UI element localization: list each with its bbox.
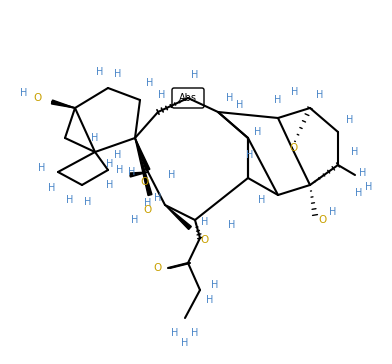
Text: H: H (84, 197, 92, 207)
Text: H: H (20, 88, 28, 98)
Text: H: H (191, 328, 199, 338)
Text: H: H (48, 183, 56, 193)
Text: H: H (128, 167, 136, 177)
Text: H: H (96, 67, 104, 77)
Text: H: H (254, 127, 262, 137)
FancyBboxPatch shape (172, 88, 204, 108)
Polygon shape (135, 138, 152, 195)
Text: H: H (355, 188, 363, 198)
Text: O: O (201, 235, 209, 245)
Text: H: H (258, 195, 266, 205)
Text: H: H (144, 198, 152, 208)
Text: H: H (154, 193, 162, 203)
Text: O: O (34, 93, 42, 103)
Text: H: H (91, 133, 99, 143)
Text: H: H (114, 69, 122, 79)
Text: H: H (191, 70, 199, 80)
Text: H: H (365, 182, 373, 192)
Text: H: H (359, 168, 367, 178)
Text: H: H (346, 115, 354, 125)
Text: H: H (131, 215, 139, 225)
Text: H: H (329, 207, 337, 217)
Polygon shape (165, 205, 191, 229)
Polygon shape (51, 100, 75, 108)
Polygon shape (130, 172, 148, 177)
Text: H: H (274, 95, 282, 105)
Text: H: H (236, 100, 244, 110)
Text: H: H (211, 280, 219, 290)
Text: H: H (146, 78, 154, 88)
Text: O: O (154, 263, 162, 273)
Text: H: H (228, 220, 236, 230)
Text: O: O (144, 205, 152, 215)
Text: H: H (38, 163, 46, 173)
Text: H: H (181, 338, 189, 348)
Text: H: H (316, 90, 324, 100)
Text: Abs: Abs (179, 93, 197, 103)
Text: H: H (201, 217, 209, 227)
Text: H: H (116, 165, 124, 175)
Text: H: H (106, 159, 114, 169)
Text: H: H (226, 93, 234, 103)
Text: H: H (114, 150, 122, 160)
Text: H: H (168, 170, 176, 180)
Text: H: H (158, 90, 166, 100)
Text: H: H (351, 147, 359, 157)
Polygon shape (135, 138, 150, 171)
Text: H: H (246, 150, 254, 160)
Text: O: O (319, 215, 327, 225)
Text: H: H (291, 87, 299, 97)
Text: H: H (206, 295, 214, 305)
Text: O: O (290, 143, 298, 153)
Text: H: H (66, 195, 74, 205)
Text: H: H (171, 328, 179, 338)
Text: H: H (106, 180, 114, 190)
Text: O: O (141, 177, 149, 187)
